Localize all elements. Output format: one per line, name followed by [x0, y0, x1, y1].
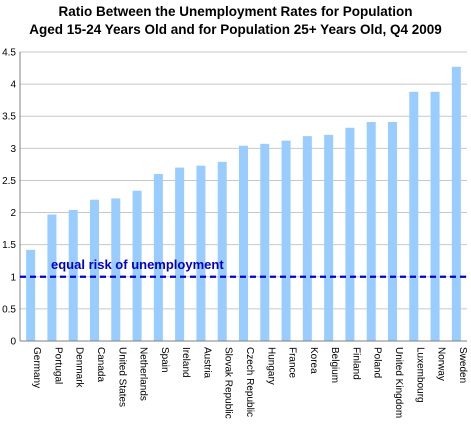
x-tick-label: Ireland — [180, 347, 191, 378]
chart-title: Ratio Between the Unemployment Rates for… — [58, 4, 413, 19]
y-tick-label: 0.5 — [2, 304, 16, 315]
bar — [175, 167, 185, 341]
bar — [451, 66, 461, 341]
bar — [260, 143, 270, 341]
x-tick-label: Finland — [350, 347, 361, 380]
y-tick-label: 1.5 — [2, 240, 16, 251]
x-tick-label: Norway — [436, 347, 447, 381]
y-tick-label: 3 — [10, 144, 16, 155]
y-tick-label: 4.5 — [2, 48, 16, 59]
y-tick-label: 3.5 — [2, 112, 16, 123]
x-tick-label: Poland — [372, 347, 383, 378]
x-tick-label: Luxembourg — [414, 347, 425, 403]
x-tick-label: Austria — [201, 347, 212, 379]
y-tick-label: 1 — [10, 272, 16, 283]
x-tick-label: Canada — [95, 347, 106, 382]
bar — [302, 136, 312, 341]
bar — [153, 174, 163, 341]
y-tick-label: 0 — [10, 337, 16, 348]
bar — [239, 145, 248, 341]
bar — [132, 190, 142, 341]
x-tick-label: Belgium — [329, 347, 340, 383]
bar — [366, 122, 376, 341]
bar — [430, 91, 440, 341]
y-tick-label: 2.5 — [2, 176, 16, 187]
x-tick-label: France — [287, 347, 298, 379]
x-tick-label: Netherlands — [138, 347, 149, 401]
chart-title-block: Ratio Between the Unemployment Rates for… — [0, 3, 471, 39]
x-tick-label: Denmark — [74, 347, 85, 389]
x-tick-label: Spain — [159, 347, 170, 373]
category-labels: Germany Portugal Denmark Canada United State… — [31, 347, 468, 419]
bar — [196, 165, 206, 341]
bar — [111, 198, 121, 341]
chart-subtitle: Aged 15-24 Years Old and for Population … — [29, 22, 442, 37]
axes — [19, 52, 467, 342]
y-tick-label: 4 — [10, 80, 16, 91]
x-tick-label: Slovak Republic — [223, 347, 234, 419]
bar — [281, 140, 291, 341]
bar — [68, 209, 78, 341]
bar — [217, 161, 227, 341]
x-tick-label: Czech Republic — [244, 347, 255, 417]
bar — [345, 127, 355, 341]
x-tick-label: Hungary — [265, 347, 276, 385]
bar — [324, 134, 334, 341]
bar — [409, 91, 419, 341]
reference-line-label: equal risk of unemployment — [51, 257, 224, 272]
x-tick-label: Portugal — [52, 347, 63, 384]
y-tick-label: 2 — [10, 208, 16, 219]
bars — [26, 66, 461, 341]
x-tick-label: Korea — [308, 347, 319, 374]
bar — [388, 122, 397, 341]
y-tick-labels: 0 0.5 1 1.5 2 2.5 3 3.5 4 4.5 — [2, 48, 16, 348]
x-tick-label: United States — [116, 347, 127, 407]
bar — [90, 199, 99, 341]
x-tick-label: Germany — [31, 347, 42, 388]
bar — [26, 249, 36, 341]
x-tick-label: United Kingdom — [393, 347, 404, 418]
x-tick-label: Sweden — [457, 347, 468, 383]
